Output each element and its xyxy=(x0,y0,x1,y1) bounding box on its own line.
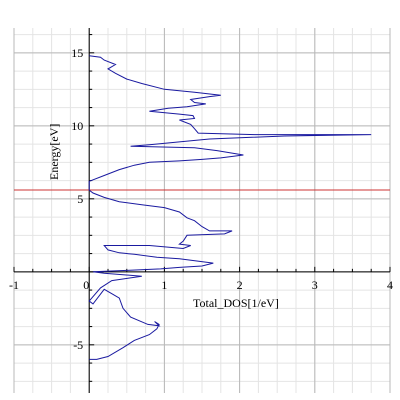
series-line-total-dos xyxy=(88,55,372,360)
y-tick-label: 5 xyxy=(77,192,83,206)
x-tick-label: 2 xyxy=(237,278,243,292)
x-tick-label: 1 xyxy=(161,278,167,292)
x-tick-label: -1 xyxy=(9,278,19,292)
major-grid xyxy=(13,28,391,393)
y-tick-label: 15 xyxy=(71,46,83,60)
x-axis-title: Total_DOS[1/eV] xyxy=(193,296,279,310)
tick-marks xyxy=(13,34,391,382)
y-tick-label: 10 xyxy=(71,119,83,133)
x-tick-label: 4 xyxy=(387,278,393,292)
y-tick-label: -5 xyxy=(73,338,83,352)
y-axis-title: Energy[eV] xyxy=(47,124,61,180)
minor-grid xyxy=(13,28,391,393)
x-tick-label: 3 xyxy=(312,278,318,292)
tick-labels: -1 0 1 2 3 4 -5 5 10 15 xyxy=(9,46,393,352)
x-tick-label: 0 xyxy=(83,278,89,292)
